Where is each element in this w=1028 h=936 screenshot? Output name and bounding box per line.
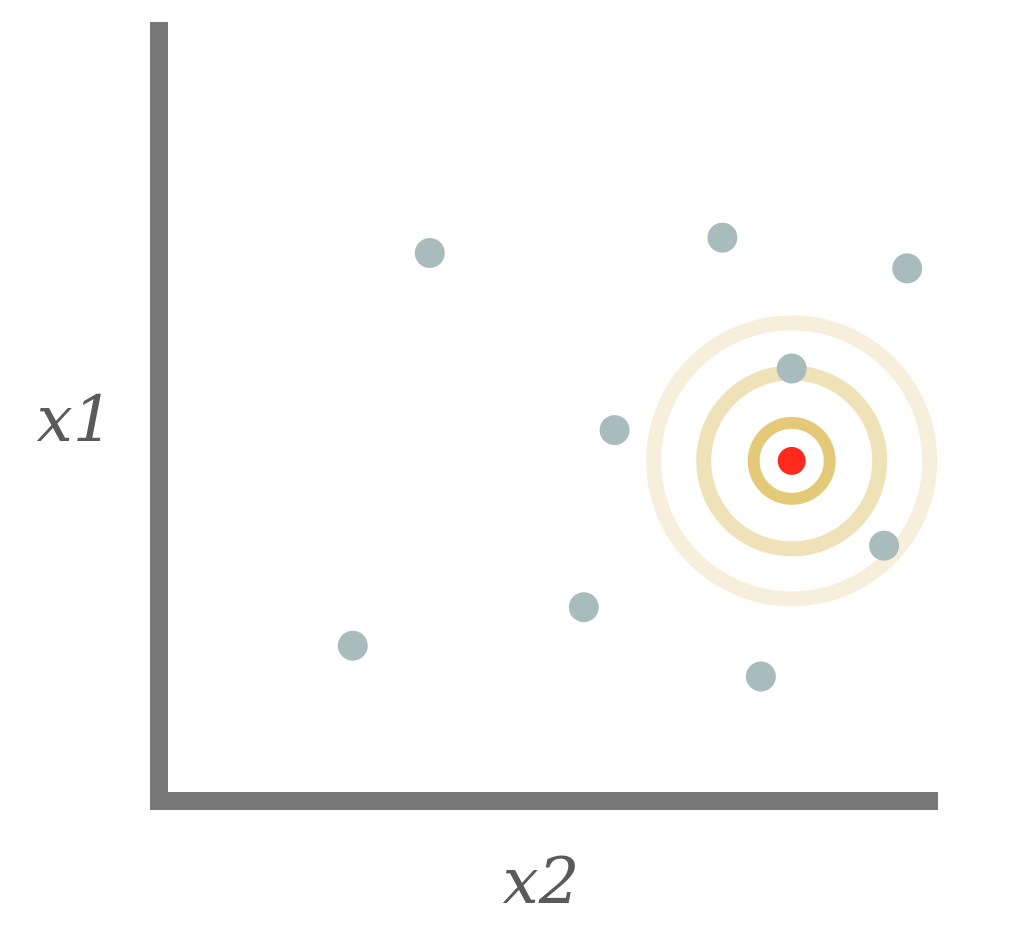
ring-inner — [747, 416, 836, 505]
x-axis-label: x2 — [503, 845, 580, 919]
query-point — [777, 446, 806, 475]
data-point — [568, 592, 599, 623]
data-point — [869, 530, 900, 561]
x-axis-line — [150, 792, 938, 810]
y-axis-label: x1 — [37, 383, 114, 457]
data-point — [892, 253, 923, 284]
data-point — [599, 415, 630, 446]
data-point — [337, 630, 368, 661]
data-points — [337, 222, 923, 692]
data-point — [776, 353, 807, 384]
ring-outer — [646, 315, 938, 607]
data-point — [707, 222, 738, 253]
data-point — [414, 238, 445, 268]
y-axis-line — [150, 22, 168, 810]
query-point-layer — [777, 446, 806, 475]
data-point — [745, 661, 776, 692]
